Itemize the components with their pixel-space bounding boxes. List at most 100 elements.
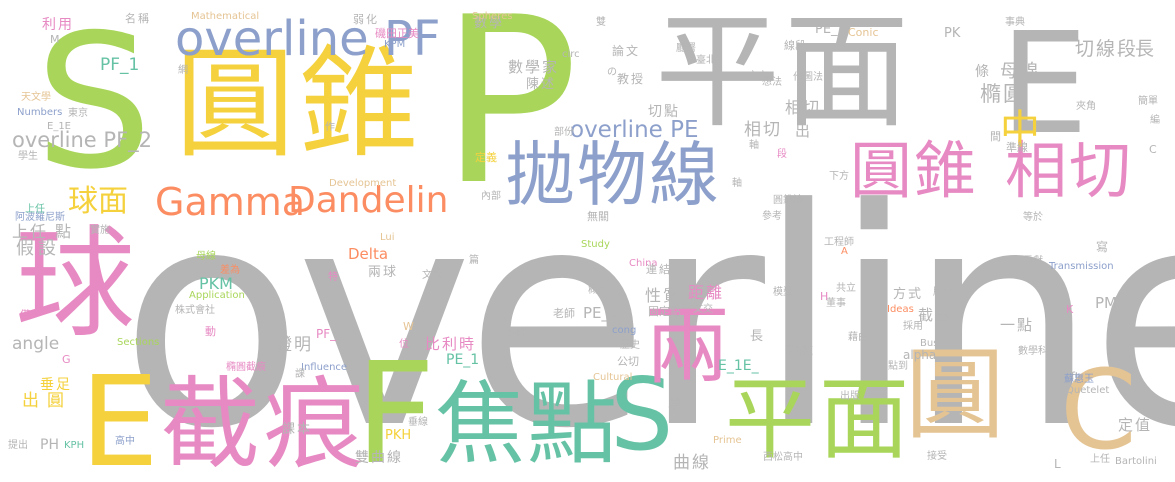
cloud-word: Conic [848, 26, 879, 39]
cloud-word: 想法 [762, 77, 782, 88]
cloud-word: 弱化 [353, 13, 379, 26]
cloud-word: Sections [117, 337, 160, 348]
cloud-word: 參考 [762, 211, 782, 222]
cloud-word: 兩 [645, 298, 731, 397]
cloud-word: 編 [1150, 115, 1160, 126]
cloud-word: 拋物線 [505, 134, 721, 216]
cloud-word: 提出 [8, 440, 28, 451]
cloud-word: 母線 [1000, 61, 1040, 82]
cloud-word: Quetelet [1066, 385, 1110, 396]
cloud-word: 上任 [12, 222, 49, 241]
cloud-word: 東京 [68, 108, 88, 119]
cloud-word: 軸 [749, 140, 759, 151]
cloud-word: PF_ [316, 327, 337, 341]
cloud-word: F [355, 333, 436, 482]
cloud-word: K [1066, 303, 1074, 316]
cloud-word: Study [581, 239, 610, 250]
cloud-word: left [1060, 370, 1080, 384]
cloud-word: 圓 [905, 336, 1005, 453]
cloud-word: 垂足 [40, 377, 72, 393]
cloud-word: 截痕 [160, 366, 368, 482]
cloud-word: P [440, 0, 579, 236]
cloud-word: 母線 [196, 251, 216, 262]
cloud-word: Gamma [155, 180, 306, 224]
cloud-word: M [50, 33, 60, 46]
cloud-word: 教師 [507, 329, 527, 340]
cloud-word: 公切 [617, 355, 639, 368]
cloud-word: C [1149, 143, 1157, 156]
cloud-word: 作 [325, 122, 335, 133]
cloud-word: 說 [799, 343, 813, 359]
cloud-word: Lui [380, 232, 395, 243]
cloud-word: 西松高中 [763, 452, 803, 463]
cloud-word: PKM [199, 274, 233, 293]
cloud-word: KPM [384, 39, 406, 50]
cloud-word: 切點 [648, 104, 680, 120]
cloud-word: 證明 [275, 335, 313, 355]
cloud-word: E [1000, 3, 1089, 166]
cloud-word: 中 [1000, 107, 1040, 153]
cloud-word: cong [612, 325, 637, 336]
cloud-word: 雙曲線 [355, 450, 403, 466]
cloud-word: E_1E [47, 121, 71, 132]
cloud-word: 曲線 [673, 453, 711, 473]
cloud-word: 球 [15, 215, 135, 354]
cloud-word: 部份 [554, 127, 574, 138]
cloud-word: Transmission [1049, 261, 1114, 272]
cloud-word: 點 [55, 222, 72, 241]
cloud-word: 平面 [725, 367, 913, 472]
cloud-word: G [62, 353, 71, 366]
cloud-word: 數學家 [508, 58, 560, 76]
cloud-word: 比利時 [425, 335, 477, 353]
cloud-word: 篇 [469, 255, 479, 266]
cloud-word: 簡單 [1138, 96, 1158, 107]
cloud-word: 切線段 [1075, 38, 1139, 60]
cloud-word: 相切 [744, 120, 782, 140]
cloud-word: 雙 [596, 17, 606, 28]
cloud-word: Bartolini [1115, 456, 1157, 467]
cloud-word: China [629, 258, 658, 269]
cloud-word: 阿波羅尼斯 [15, 212, 65, 223]
cloud-word: Dandelin [288, 180, 449, 221]
cloud-word: 固定點 [648, 305, 681, 318]
cloud-word: 課本 [282, 422, 313, 437]
cloud-word: 性質 [645, 286, 682, 305]
cloud-word: 磯田正美 [375, 27, 419, 40]
cloud-word: 平面 [655, 0, 913, 145]
cloud-word: 差為 [220, 265, 240, 276]
cloud-word: PF_1 [100, 55, 140, 75]
cloud-word: 長 [1135, 38, 1155, 60]
cloud-word: PM [1095, 294, 1117, 312]
cloud-word: 內部 [481, 191, 501, 202]
cloud-word: 方式 [893, 287, 924, 302]
cloud-word: 網 [178, 65, 188, 76]
cloud-word: H [820, 290, 829, 303]
cloud-word: overline PF [175, 11, 441, 67]
cloud-word: 利用 [42, 17, 74, 33]
cloud-word: Ideas [887, 304, 914, 315]
cloud-word: 接受 [927, 451, 947, 462]
cloud-word: S_ [489, 370, 503, 384]
cloud-word: S [610, 356, 674, 473]
cloud-word: Cultural [593, 372, 633, 383]
cloud-word: 上任 [1090, 454, 1110, 465]
cloud-word: C [1060, 346, 1137, 474]
cloud-word: 寫 [1096, 240, 1109, 254]
cloud-word: Development [329, 178, 397, 189]
cloud-word: 市立 [748, 71, 768, 82]
cloud-word: 圓錐 [850, 134, 979, 207]
cloud-word: 條 [975, 64, 991, 80]
cloud-word: 模型 [773, 287, 793, 298]
cloud-word: overline PE [570, 117, 699, 143]
cloud-word: PE_1 [446, 352, 480, 368]
cloud-word: 共立 [836, 283, 856, 294]
cloud-word: S [35, 0, 153, 210]
cloud-word: 兩球 [368, 265, 399, 280]
cloud-word: 文獻 [422, 270, 442, 281]
cloud-word: Mathematical [191, 11, 260, 22]
cloud-word: 長 [750, 329, 764, 344]
cloud-word: L [1054, 457, 1061, 471]
cloud-word: Bussi [920, 338, 947, 349]
cloud-word: PKH [385, 428, 412, 443]
